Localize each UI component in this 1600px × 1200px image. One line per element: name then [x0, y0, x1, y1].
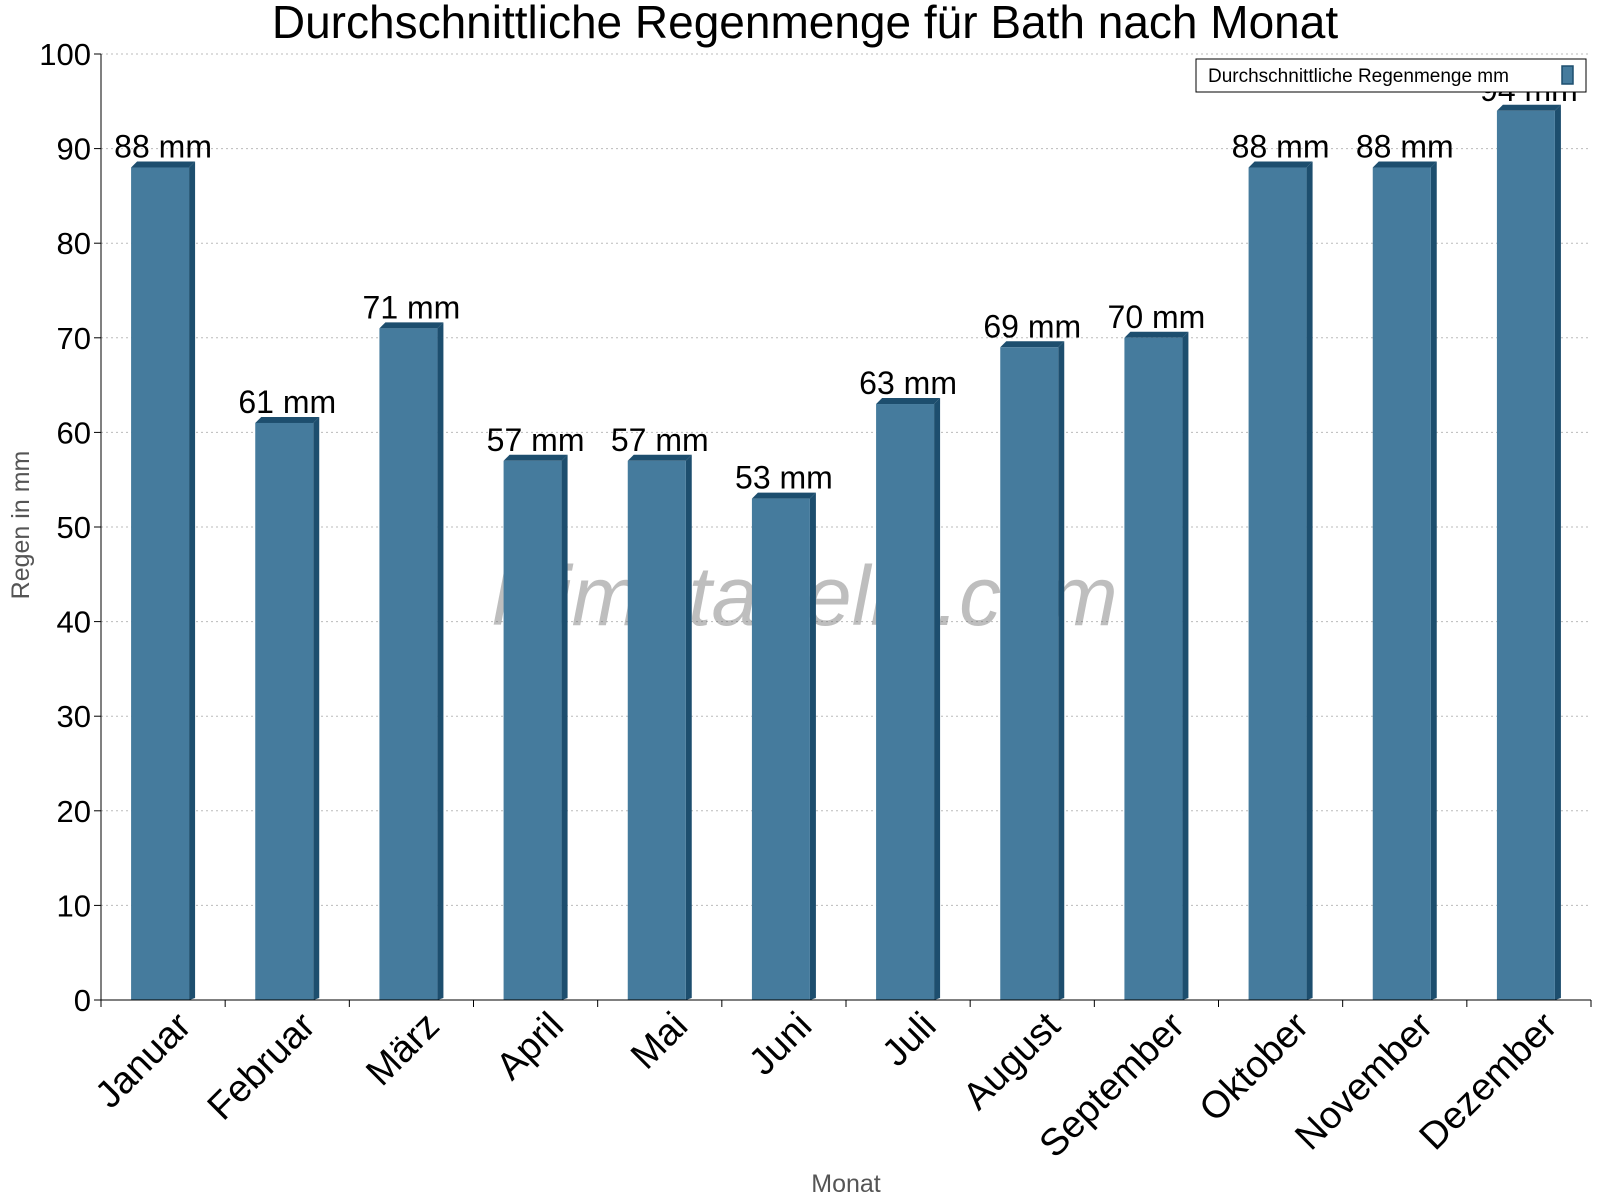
bar	[876, 404, 935, 1000]
y-tick-label: 60	[57, 415, 91, 450]
bar-top	[503, 454, 568, 461]
bar-top	[131, 161, 196, 168]
bar-group: 53 mm	[735, 460, 833, 1000]
y-tick-label: 50	[57, 510, 91, 545]
bar-value-label: 70 mm	[1108, 299, 1206, 335]
y-tick-label: 90	[57, 132, 91, 167]
x-tick-label: Februar	[200, 1004, 324, 1128]
bar-side	[1058, 341, 1065, 1000]
bar	[1372, 167, 1431, 1000]
bar	[1248, 167, 1307, 1000]
bar-side	[1554, 104, 1561, 1000]
x-tick-label: Januar	[88, 1004, 200, 1116]
bar	[255, 422, 314, 1000]
bar	[379, 328, 438, 1001]
bar	[503, 460, 562, 1000]
y-tick-label: 80	[57, 226, 91, 261]
bar-side	[313, 416, 320, 1000]
bar-value-label: 69 mm	[983, 308, 1081, 344]
bar-group: 61 mm	[238, 384, 336, 1000]
bar-group: 57 mm	[611, 422, 709, 1000]
bar-side	[1182, 331, 1189, 1000]
bar-value-label: 53 mm	[735, 460, 833, 496]
x-tick-label: Juli	[874, 1005, 944, 1075]
y-tick-label: 20	[57, 794, 91, 829]
bar	[1124, 337, 1183, 1000]
bar-value-label: 63 mm	[859, 365, 957, 401]
x-tick-label: April	[488, 1005, 571, 1088]
y-tick-label: 10	[57, 888, 91, 923]
y-tick-label: 0	[74, 983, 91, 1018]
legend-label: Durchschnittliche Regenmenge mm	[1208, 66, 1509, 87]
legend-box	[1195, 58, 1587, 93]
bar-top	[1124, 331, 1189, 338]
legend-swatch	[1561, 65, 1574, 85]
bar-side	[437, 322, 444, 1001]
bar	[751, 498, 810, 1000]
y-tick-label: 30	[57, 699, 91, 734]
x-tick-label: Oktober	[1192, 1004, 1318, 1130]
bar-value-label: 88 mm	[1356, 129, 1454, 165]
bar	[627, 460, 686, 1000]
bar-top	[627, 454, 692, 461]
x-tick-label: Mai	[623, 1005, 696, 1078]
bar-value-label: 71 mm	[363, 289, 461, 325]
bar-side	[809, 492, 816, 1000]
bar-top	[379, 322, 444, 329]
bar-side	[934, 398, 941, 1000]
bar-value-label: 57 mm	[611, 422, 709, 458]
bar-value-label: 88 mm	[1232, 129, 1330, 165]
bar-side	[685, 454, 692, 1000]
bar-top	[751, 492, 816, 499]
bar-group: 63 mm	[859, 365, 957, 1000]
bar-top	[1248, 161, 1313, 168]
bar-top	[876, 398, 941, 405]
x-tick-label: Juni	[741, 1005, 820, 1084]
y-tick-label: 70	[57, 321, 91, 356]
bar-group: 57 mm	[487, 422, 585, 1000]
bar-top	[1000, 341, 1065, 348]
legend: Durchschnittliche Regenmenge mm	[1195, 58, 1587, 93]
grid-lines	[101, 53, 1591, 906]
bar-group: 70 mm	[1108, 299, 1206, 1000]
bar-group: 94 mm	[1480, 72, 1578, 1000]
x-tick-label: März	[358, 1005, 447, 1094]
bar-group: 69 mm	[983, 308, 1081, 1000]
bar-group: 88 mm	[1356, 129, 1454, 1000]
y-axis-ticks: 0 10 20 30 40 50 60 70 80 90 100	[39, 37, 101, 1018]
chart-title: Durchschnittliche Regenmenge für Bath na…	[272, 0, 1338, 48]
bar-group: 88 mm	[114, 129, 212, 1000]
y-tick-label: 100	[39, 37, 91, 72]
y-tick-label: 40	[57, 605, 91, 640]
bar-value-label: 57 mm	[487, 422, 585, 458]
bar-side	[1306, 161, 1313, 1000]
bar-top	[255, 416, 320, 423]
bar-top	[1372, 161, 1437, 168]
bar	[131, 167, 190, 1000]
bar	[1496, 110, 1555, 1000]
x-tick-label: August	[955, 1004, 1069, 1118]
y-axis-label: Regen in mm	[7, 451, 35, 600]
bar-value-label: 88 mm	[114, 129, 212, 165]
bar-top	[1496, 104, 1561, 111]
bar-group: 71 mm	[363, 289, 461, 1001]
bar	[1000, 347, 1059, 1000]
x-axis-label: Monat	[811, 1170, 881, 1198]
x-tick-label: Dezember	[1412, 1004, 1566, 1158]
x-axis-ticks: Januar Februar März April Mai Juni Juli AugustS…	[88, 1000, 1592, 1166]
bar-side	[1430, 161, 1437, 1000]
bars-group: 88 mm 61 mm 71 mm 57 mm 57 mm 53 mm 63 mm 69 mm…	[114, 72, 1578, 1001]
bar-group: 88 mm	[1232, 129, 1330, 1000]
bar-side	[561, 454, 568, 1000]
bar-value-label: 61 mm	[238, 384, 336, 420]
bar-side	[189, 161, 196, 1000]
